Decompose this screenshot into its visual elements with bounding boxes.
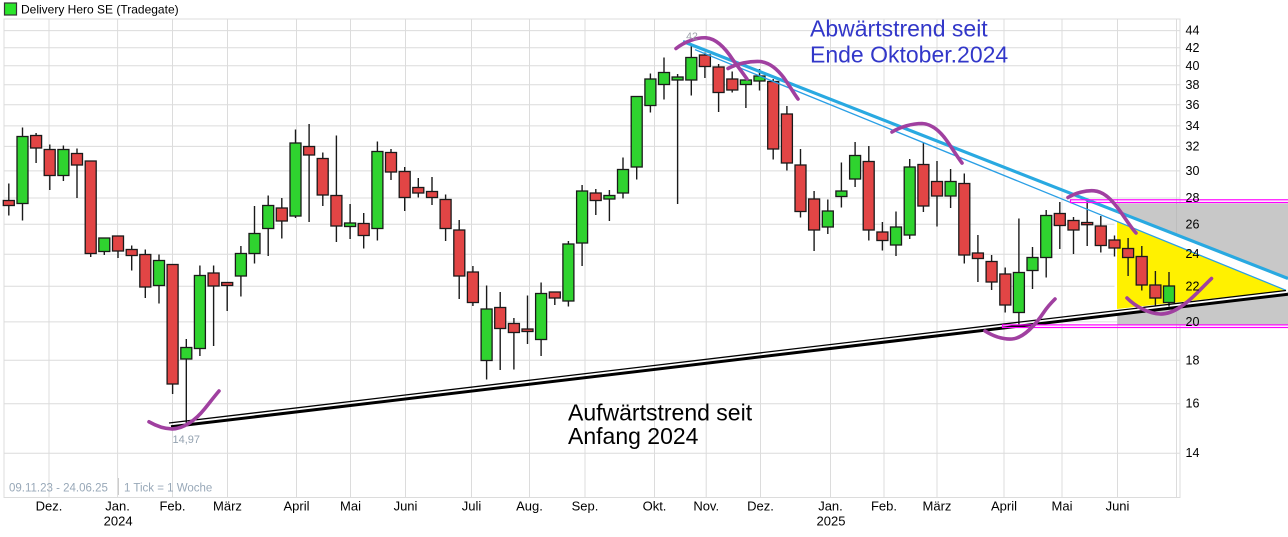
svg-text:März: März <box>923 499 952 514</box>
svg-text:14,97: 14,97 <box>173 434 201 446</box>
svg-text:Juni: Juni <box>394 499 418 514</box>
svg-text:Sep.: Sep. <box>572 499 599 514</box>
svg-text:Nov.: Nov. <box>693 499 719 514</box>
svg-text:Feb.: Feb. <box>159 499 185 514</box>
svg-text:16: 16 <box>1186 397 1200 411</box>
svg-text:Ende Oktober.2024: Ende Oktober.2024 <box>810 42 1008 68</box>
svg-text:Dez.: Dez. <box>36 499 63 514</box>
svg-text:30: 30 <box>1186 164 1200 178</box>
svg-text:April: April <box>991 499 1017 514</box>
svg-text:Delivery Hero SE (Tradegate): Delivery Hero SE (Tradegate) <box>21 3 179 17</box>
svg-text:Abwärtstrend seit: Abwärtstrend seit <box>810 16 988 42</box>
svg-text:18: 18 <box>1186 353 1200 367</box>
svg-text:März: März <box>213 499 242 514</box>
svg-text:April: April <box>283 499 309 514</box>
svg-text:36: 36 <box>1186 98 1200 112</box>
svg-text:Juli: Juli <box>462 499 482 514</box>
svg-text:Feb.: Feb. <box>871 499 897 514</box>
svg-text:40: 40 <box>1186 59 1200 73</box>
svg-text:42: 42 <box>686 31 698 43</box>
svg-text:2025: 2025 <box>817 514 846 529</box>
svg-text:Aug.: Aug. <box>516 499 543 514</box>
svg-text:1 Tick = 1 Woche: 1 Tick = 1 Woche <box>124 483 212 495</box>
svg-text:26: 26 <box>1186 217 1200 231</box>
svg-text:Mai: Mai <box>340 499 361 514</box>
svg-text:34: 34 <box>1186 119 1200 133</box>
svg-text:28: 28 <box>1186 191 1200 205</box>
svg-text:42: 42 <box>1186 41 1200 55</box>
svg-text:38: 38 <box>1186 78 1200 92</box>
svg-text:Mai: Mai <box>1052 499 1073 514</box>
svg-text:14: 14 <box>1186 446 1200 460</box>
svg-text:09.11.23 - 24.06.25: 09.11.23 - 24.06.25 <box>9 483 108 495</box>
svg-text:Anfang 2024: Anfang 2024 <box>568 423 699 449</box>
svg-text:32: 32 <box>1186 139 1200 153</box>
svg-text:Okt.: Okt. <box>643 499 667 514</box>
svg-text:2024: 2024 <box>104 514 133 529</box>
svg-text:Juni: Juni <box>1106 499 1130 514</box>
svg-text:20: 20 <box>1186 315 1200 329</box>
svg-text:Jan.: Jan. <box>105 499 130 514</box>
svg-text:Jan.: Jan. <box>818 499 843 514</box>
svg-text:Dez.: Dez. <box>747 499 774 514</box>
svg-text:Aufwärtstrend seit: Aufwärtstrend seit <box>568 400 753 426</box>
svg-text:24: 24 <box>1186 247 1200 261</box>
svg-text:22: 22 <box>1186 279 1200 293</box>
svg-text:44: 44 <box>1186 24 1200 38</box>
